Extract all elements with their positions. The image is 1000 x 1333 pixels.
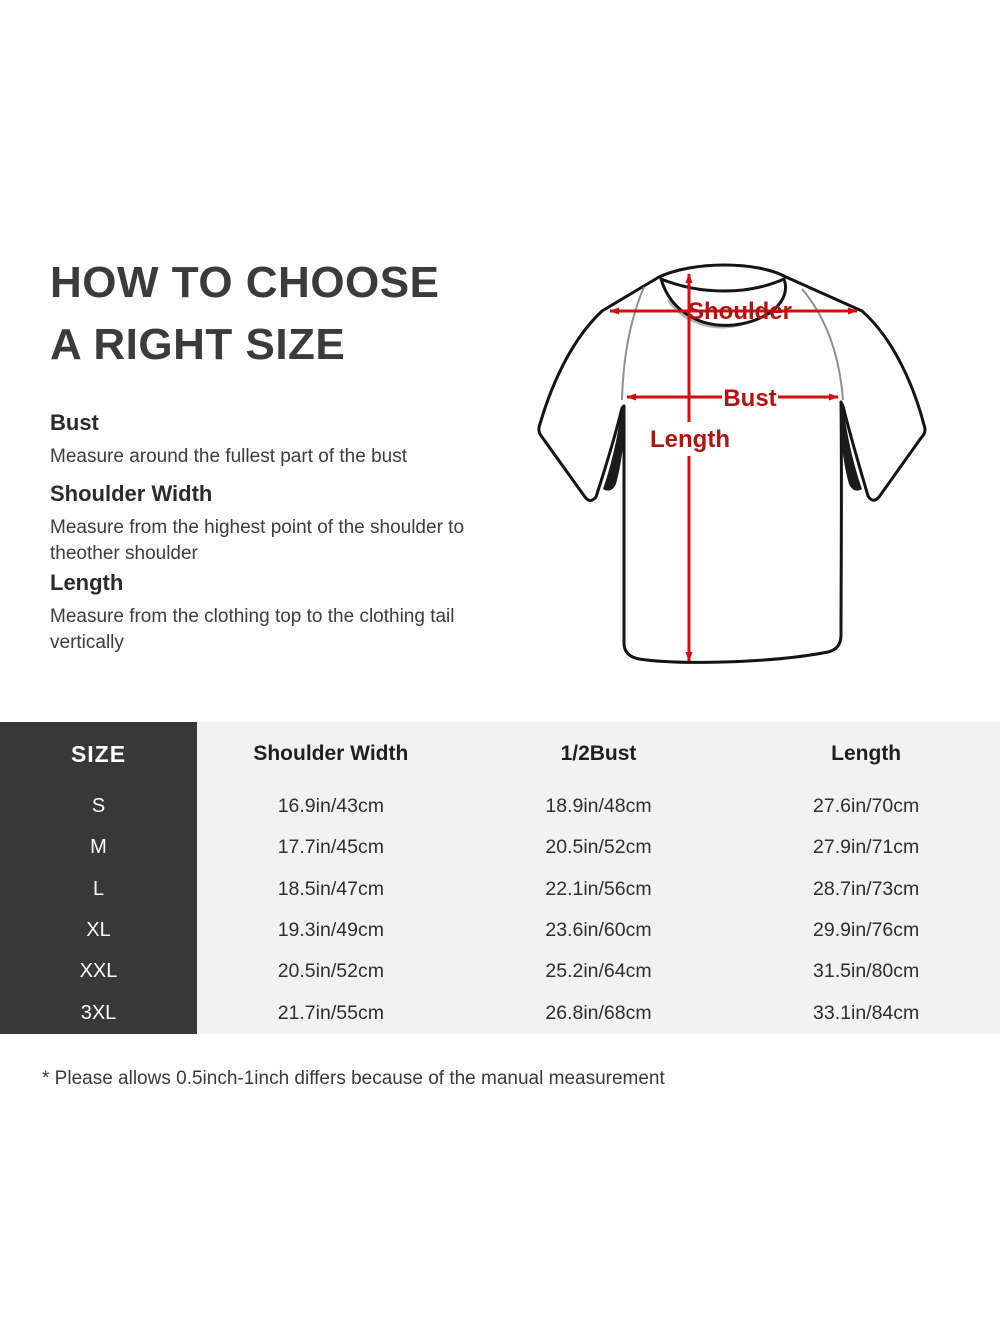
column-header-shoulder-width: Shoulder Width (253, 742, 409, 765)
cell-xl-half-bust: 23.6in/60cm (545, 919, 652, 942)
size-label-xxl: XXL (0, 951, 197, 993)
cell-xl-shoulder-width: 19.3in/49cm (277, 919, 384, 942)
cell-l-shoulder-width: 18.5in/47cm (277, 877, 384, 900)
definition-bust-heading: Bust (50, 410, 99, 435)
definition-shoulder-width: Shoulder Width Measure from the highest … (50, 481, 490, 567)
column-header-size: SIZE (0, 722, 197, 786)
cell-3xl-length: 33.1in/84cm (813, 1001, 920, 1024)
size-label-3xl: 3XL (0, 992, 197, 1034)
cell-xxl-length: 31.5in/80cm (813, 960, 920, 983)
size-chart-table: SIZE Shoulder Width 1/2Bust Length S 16.… (0, 722, 1000, 1034)
definition-length-heading: Length (50, 570, 124, 595)
cell-xxl-shoulder-width: 20.5in/52cm (277, 960, 384, 983)
definition-length: Length Measure from the clothing top to … (50, 570, 490, 656)
page-title-line2: A RIGHT SIZE (50, 320, 346, 369)
cell-3xl-half-bust: 26.8in/68cm (545, 1001, 652, 1024)
measurement-arrows (609, 273, 858, 662)
size-label-l: L (0, 868, 197, 910)
definition-bust-text: Measure around the fullest part of the b… (50, 446, 407, 467)
cell-3xl-shoulder-width: 21.7in/55cm (277, 1001, 384, 1024)
cell-xl-length: 29.9in/76cm (813, 919, 920, 942)
bust-measure-label: Bust (723, 385, 776, 412)
column-header-length: Length (831, 742, 902, 765)
shoulder-measure-label: Shoulder (688, 298, 792, 325)
column-header-half-bust: 1/2Bust (560, 742, 637, 765)
definition-length-text: Measure from the clothing top to the clo… (50, 606, 455, 653)
page-title-line1: HOW TO CHOOSE (50, 258, 440, 307)
cell-s-shoulder-width: 16.9in/43cm (277, 795, 384, 818)
size-guide-intro: HOW TO CHOOSE A RIGHT SIZE (50, 252, 490, 376)
cell-l-length: 28.7in/73cm (813, 877, 920, 900)
cell-xxl-half-bust: 25.2in/64cm (545, 960, 652, 983)
size-label-s: S (0, 786, 197, 828)
cell-s-length: 27.6in/70cm (813, 795, 920, 818)
size-label-xl: XL (0, 909, 197, 952)
cell-s-half-bust: 18.9in/48cm (545, 795, 652, 818)
cell-m-length: 27.9in/71cm (813, 836, 920, 859)
tshirt-diagram-svg: Shoulder Bust Length (537, 263, 927, 664)
definition-shoulder-width-text: Measure from the highest point of the sh… (50, 517, 465, 564)
definition-bust: Bust Measure around the fullest part of … (50, 410, 490, 470)
cell-l-half-bust: 22.1in/56cm (545, 877, 652, 900)
cell-m-shoulder-width: 17.7in/45cm (277, 836, 384, 859)
length-measure-label: Length (650, 426, 730, 453)
size-label-m: M (0, 827, 197, 869)
measurement-disclaimer: * Please allows 0.5inch-1inch differs be… (42, 1068, 665, 1089)
cell-m-half-bust: 20.5in/52cm (545, 836, 652, 859)
page-title: HOW TO CHOOSE A RIGHT SIZE (50, 252, 490, 376)
definition-shoulder-width-heading: Shoulder Width (50, 481, 213, 506)
tshirt-measurement-diagram: Shoulder Bust Length (510, 250, 960, 690)
